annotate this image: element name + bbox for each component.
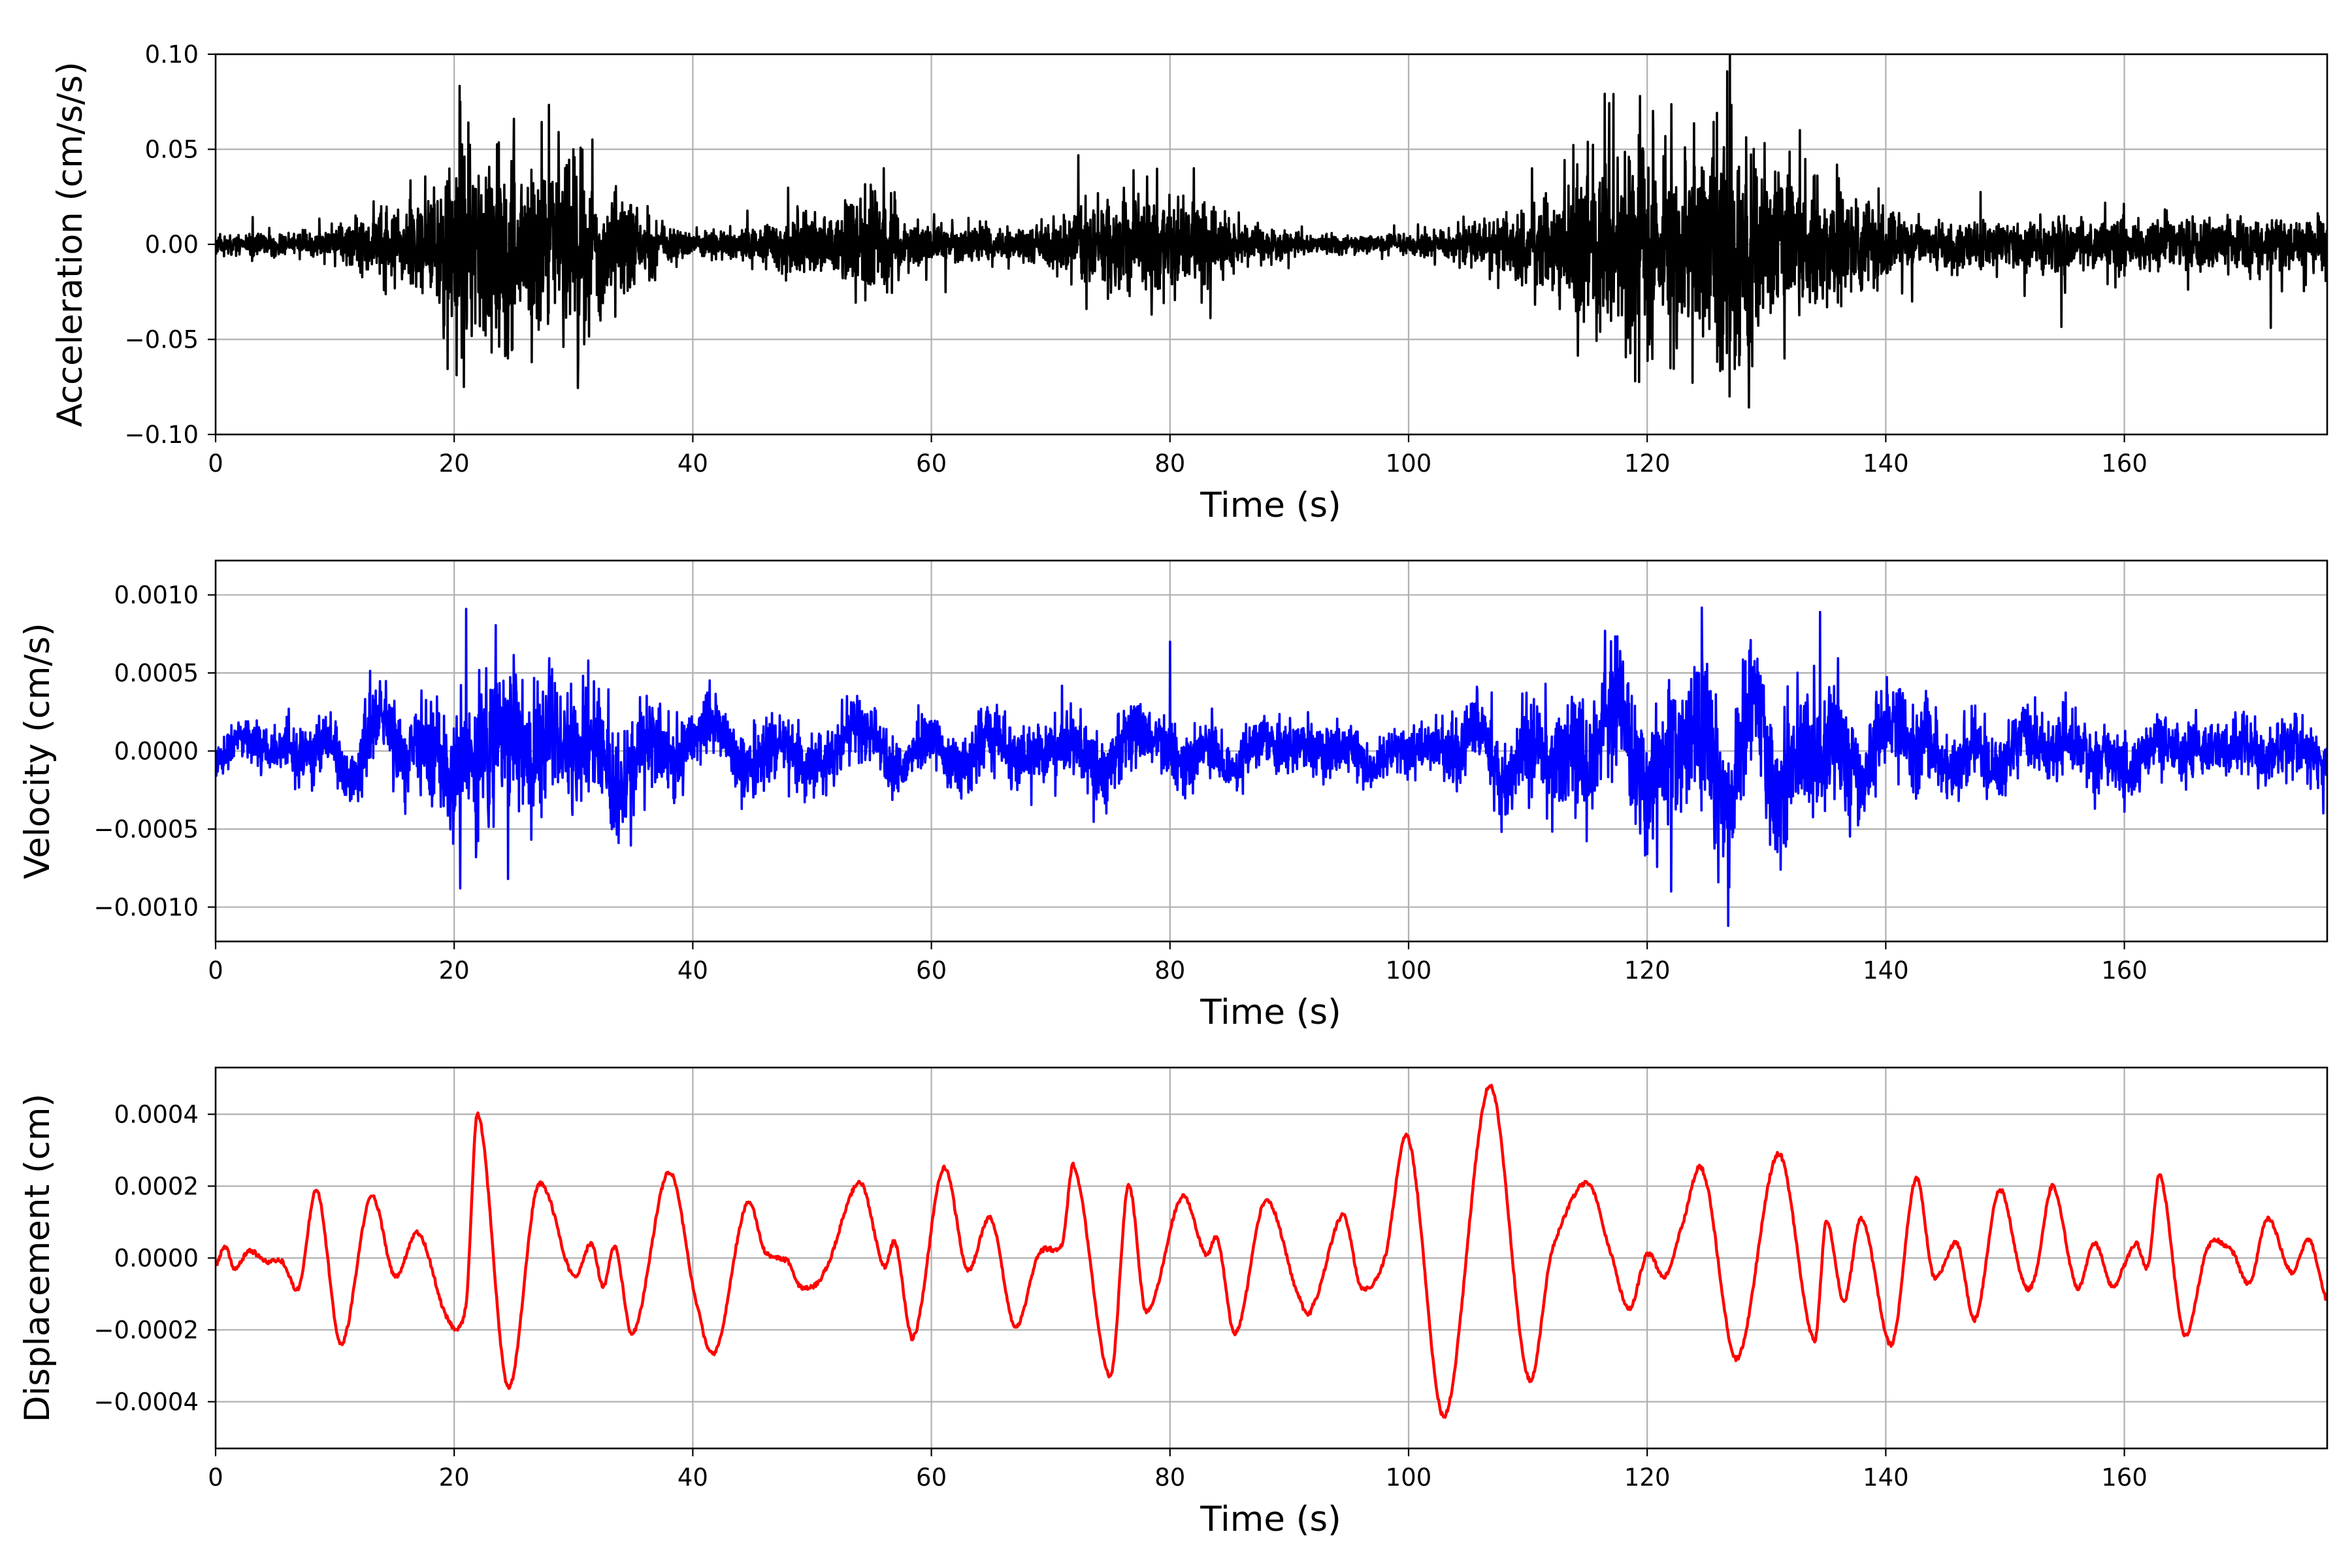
x-tick-label: 40 bbox=[678, 1463, 708, 1492]
y-tick-label: 0.10 bbox=[145, 41, 199, 69]
x-tick-label: 140 bbox=[1863, 449, 1909, 478]
x-tick-label: 0 bbox=[208, 956, 223, 985]
y-tick-label: 0.05 bbox=[145, 136, 199, 164]
y-tick-label: 0.0004 bbox=[114, 1101, 199, 1129]
x-axis-label: Time (s) bbox=[1200, 992, 1341, 1032]
displacement-panel: 0 20 40 60 80 100 120 140 160 −0.0004 −0.0002 0.000… bbox=[18, 1066, 2328, 1539]
x-tick-label: 80 bbox=[1154, 449, 1185, 478]
x-tick-label: 100 bbox=[1386, 449, 1432, 478]
x-tick-label: 20 bbox=[439, 1463, 470, 1492]
x-axis-label: Time (s) bbox=[1200, 1499, 1341, 1539]
x-tick-label: 100 bbox=[1386, 1463, 1432, 1492]
y-axis-label: Displacement (cm) bbox=[18, 1094, 57, 1422]
x-tick-label: 160 bbox=[2101, 449, 2148, 478]
y-tick-label: 0.0005 bbox=[114, 659, 199, 687]
y-tick-label: 0.0000 bbox=[114, 1245, 199, 1273]
x-tick-label: 60 bbox=[916, 1463, 947, 1492]
y-tick-label: −0.0002 bbox=[94, 1316, 199, 1345]
y-tick-label: −0.05 bbox=[125, 326, 199, 354]
x-tick-label: 20 bbox=[439, 449, 470, 478]
y-tick-label: 0.0002 bbox=[114, 1173, 199, 1201]
x-tick-label: 140 bbox=[1863, 956, 1909, 985]
velocity-series-line bbox=[216, 606, 2327, 927]
acceleration-panel: 0 20 40 60 80 100 120 140 160 −0.10 −0.05 0.00 0.05 0… bbox=[50, 41, 2328, 525]
velocity-panel: 0 20 40 60 80 100 120 140 160 −0.0010 −0.0005 0.000… bbox=[18, 559, 2328, 1032]
y-tick-label: −0.0005 bbox=[94, 815, 199, 843]
y-tick-label: −0.0010 bbox=[94, 893, 199, 921]
x-axis-label: Time (s) bbox=[1200, 485, 1341, 525]
y-tick-label: 0.0000 bbox=[114, 738, 199, 766]
acceleration-series-line bbox=[216, 54, 2327, 409]
x-tick-label: 140 bbox=[1863, 1463, 1909, 1492]
x-tick-label: 20 bbox=[439, 956, 470, 985]
x-tick-label: 60 bbox=[916, 956, 947, 985]
x-tick-label: 100 bbox=[1386, 956, 1432, 985]
x-tick-label: 40 bbox=[678, 956, 708, 985]
x-tick-label: 120 bbox=[1624, 1463, 1671, 1492]
y-tick-label: −0.10 bbox=[125, 421, 199, 449]
x-tick-label: 0 bbox=[208, 1463, 223, 1492]
x-tick-label: 120 bbox=[1624, 956, 1671, 985]
x-tick-label: 160 bbox=[2101, 956, 2148, 985]
x-tick-label: 0 bbox=[208, 449, 223, 478]
y-tick-label: −0.0004 bbox=[94, 1388, 199, 1416]
y-axis-label: Acceleration (cm/s/s) bbox=[50, 61, 90, 427]
x-tick-label: 80 bbox=[1154, 1463, 1185, 1492]
x-tick-label: 120 bbox=[1624, 449, 1671, 478]
y-axis-label: Velocity (cm/s) bbox=[18, 623, 57, 879]
x-tick-label: 40 bbox=[678, 449, 708, 478]
x-tick-label: 80 bbox=[1154, 956, 1185, 985]
displacement-series-line bbox=[216, 1083, 2327, 1419]
y-tick-label: 0.0010 bbox=[114, 581, 199, 610]
x-tick-label: 160 bbox=[2101, 1463, 2148, 1492]
x-tick-label: 60 bbox=[916, 449, 947, 478]
y-tick-label: 0.00 bbox=[145, 231, 199, 259]
